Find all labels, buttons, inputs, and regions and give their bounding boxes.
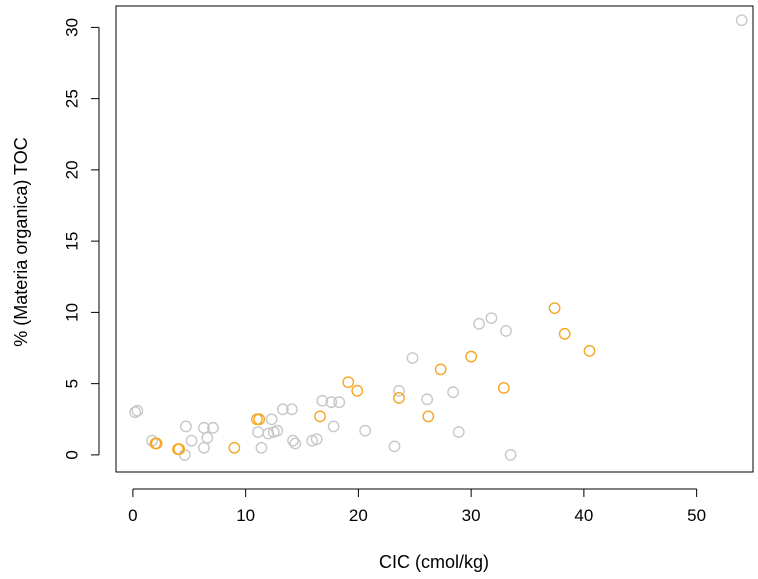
data-point-gray [276, 403, 289, 416]
data-point-gray [310, 433, 323, 446]
data-point-gray [316, 394, 329, 407]
data-point-gray [201, 431, 214, 444]
data-point-orange [558, 327, 571, 340]
data-point-gray [406, 352, 419, 364]
data-point-orange [497, 382, 510, 394]
data-point-gray [327, 420, 340, 433]
data-point-gray [325, 396, 338, 409]
y-tick-label: 25 [62, 89, 81, 108]
data-point-gray [452, 426, 465, 438]
x-tick-label: 20 [349, 506, 368, 525]
y-tick-label: 5 [62, 379, 81, 388]
x-tick-label: 40 [574, 506, 593, 525]
data-point-gray [285, 403, 298, 416]
data-point-gray [447, 386, 460, 399]
y-axis-title: % (Materia organica) TOC [11, 137, 31, 346]
x-axis-title: CIC (cmol/kg) [379, 552, 489, 572]
data-point-gray [265, 413, 278, 426]
data-point-orange [434, 363, 447, 376]
data-point-gray [359, 424, 372, 437]
x-tick-label: 0 [128, 506, 137, 525]
data-point-gray [255, 441, 268, 454]
x-axis: 0 10 20 30 40 50 [128, 488, 706, 525]
data-point-gray [333, 396, 346, 409]
y-tick-label: 30 [62, 18, 81, 37]
data-point-orange [465, 350, 478, 363]
data-point-orange [548, 302, 561, 315]
data-point-orange [228, 441, 241, 454]
data-point-gray [129, 406, 142, 419]
data-point-gray [473, 317, 485, 330]
y-tick-label: 0 [62, 450, 81, 459]
data-point-gray [131, 404, 144, 417]
data-point-gray [393, 384, 405, 397]
data-point-gray [252, 426, 264, 438]
data-points [129, 14, 748, 461]
y-tick-label: 15 [62, 232, 81, 251]
data-point-gray [500, 325, 512, 337]
data-point-orange [342, 376, 355, 389]
data-point-gray [185, 434, 198, 447]
y-tick-label: 10 [62, 303, 81, 322]
data-point-gray [178, 448, 191, 461]
data-point-orange [422, 410, 435, 423]
data-point-orange [150, 437, 163, 450]
data-point-orange [393, 391, 405, 404]
plot-frame [115, 5, 754, 473]
y-tick-label: 20 [62, 160, 81, 179]
data-point-orange [351, 384, 364, 397]
data-point-gray [388, 440, 401, 453]
data-point-gray [504, 448, 517, 461]
data-point-gray [271, 424, 284, 437]
data-point-gray [485, 312, 498, 324]
x-tick-label: 50 [687, 506, 706, 525]
data-point-gray [207, 421, 219, 434]
data-point-orange [314, 410, 326, 423]
data-point-gray [180, 420, 192, 433]
data-point-gray [421, 393, 434, 406]
data-point-orange [173, 443, 186, 456]
data-point-orange [583, 344, 596, 357]
data-point-gray [289, 437, 302, 450]
data-point-orange [253, 413, 266, 426]
data-point-gray [735, 14, 748, 27]
y-axis: 0 5 10 15 20 25 30 [62, 18, 100, 460]
x-tick-label: 30 [462, 506, 481, 525]
data-point-gray [287, 434, 299, 447]
data-point-gray [198, 441, 210, 454]
x-tick-label: 10 [236, 506, 255, 525]
